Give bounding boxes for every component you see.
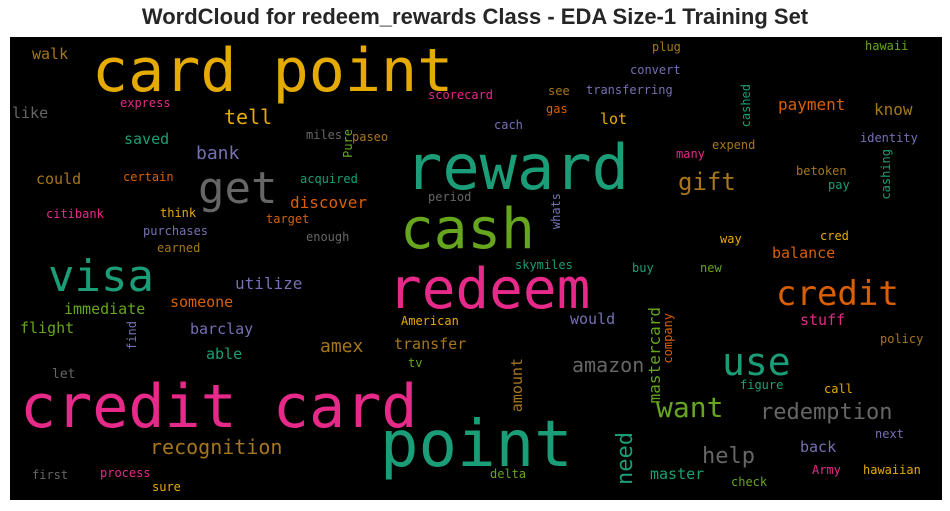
word-43: express [120, 96, 171, 110]
word-31: would [570, 310, 616, 328]
word-46: transferring [586, 83, 673, 97]
word-75: buy [632, 261, 654, 275]
word-73: way [720, 232, 742, 246]
chart-title: WordCloud for redeem_rewards Class - EDA… [141, 4, 809, 29]
word-34: stuff [800, 311, 846, 329]
word-40: walk [32, 45, 69, 63]
word-72: cred [820, 229, 849, 243]
word-42: let [52, 367, 76, 382]
word-32: amount [508, 358, 526, 413]
word-84: next [875, 427, 904, 441]
word-80: find [125, 321, 139, 350]
word-63: acquired [300, 172, 358, 186]
wordcloud-canvas: card point reward cash get visa redeem credit … [10, 37, 942, 500]
word-88: process [100, 466, 151, 480]
word-49: miles [306, 128, 343, 142]
word-36: master [650, 465, 705, 483]
word-57: expend [712, 138, 756, 152]
word-83: call [824, 382, 853, 396]
word-60: betoken [796, 164, 847, 178]
word-27: barclay [190, 320, 254, 338]
word-86: hawaiian [863, 463, 921, 477]
word-47: gas [546, 102, 568, 116]
word-67: target [266, 212, 310, 226]
word-23: discover [290, 193, 368, 212]
word-13: need [613, 432, 638, 485]
word-85: Army [812, 463, 841, 477]
word-16: amazon [572, 353, 645, 377]
word-0: card point [92, 37, 454, 106]
word-15: recognition [150, 435, 283, 459]
word-41: lot [600, 110, 628, 128]
word-29: able [206, 345, 243, 363]
word-19: bank [196, 143, 240, 164]
word-6: credit card [20, 372, 418, 442]
word-45: see [548, 84, 570, 98]
word-24: utilize [235, 274, 303, 293]
word-87: first [32, 468, 69, 482]
word-54: cashed [739, 84, 753, 128]
word-76: new [700, 261, 722, 275]
word-28: flight [20, 319, 75, 337]
word-51: paseo [352, 130, 389, 144]
word-39: like [12, 104, 49, 122]
word-3: get [198, 163, 278, 214]
word-8: credit [776, 274, 899, 314]
word-18: tell [224, 105, 273, 129]
word-14: help [702, 444, 755, 469]
word-38: saved [124, 130, 170, 148]
word-70: purchases [143, 224, 209, 238]
word-10: gift [678, 168, 736, 196]
word-65: citibank [46, 207, 104, 221]
word-71: earned [157, 241, 201, 255]
word-7: point [380, 408, 573, 482]
word-61: pay [828, 178, 850, 192]
word-26: someone [170, 293, 234, 311]
word-35: back [800, 438, 837, 456]
word-77: American [401, 314, 459, 328]
word-59: cashing [879, 149, 893, 200]
word-4: visa [48, 251, 154, 302]
word-66: think [160, 206, 197, 220]
word-53: convert [630, 63, 681, 77]
word-33: balance [772, 244, 836, 262]
word-58: many [676, 147, 705, 161]
word-48: cach [494, 118, 523, 132]
word-68: enough [306, 230, 350, 244]
word-17: amex [320, 336, 364, 357]
word-90: delta [490, 467, 527, 481]
word-56: identity [860, 131, 918, 145]
word-5: redeem [388, 257, 591, 322]
word-81: tv [408, 356, 423, 370]
word-21: payment [778, 95, 846, 114]
word-91: check [731, 475, 768, 489]
word-1: reward [405, 131, 629, 204]
word-30: transfer [394, 335, 467, 353]
word-52: plug [652, 40, 681, 54]
word-37: could [36, 170, 82, 188]
word-69: whats [549, 193, 563, 230]
word-12: redemption [760, 400, 893, 425]
word-25: immediate [64, 300, 146, 318]
word-2: cash [400, 197, 535, 262]
word-11: want [656, 391, 724, 424]
word-74: skymiles [515, 258, 573, 272]
word-62: certain [123, 170, 174, 184]
word-89: sure [152, 480, 181, 494]
word-44: scorecard [428, 88, 494, 102]
word-79: policy [880, 332, 924, 346]
word-9: use [722, 340, 791, 384]
word-55: hawaii [865, 39, 909, 53]
word-78: company [661, 313, 675, 364]
word-82: figure [740, 378, 784, 392]
word-64: period [428, 190, 472, 204]
word-22: know [874, 100, 913, 119]
